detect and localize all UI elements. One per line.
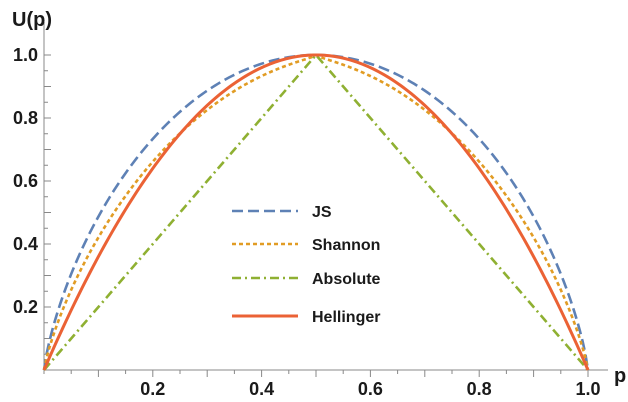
y-tick-label: 1.0 <box>13 45 38 65</box>
legend-label-hellinger: Hellinger <box>312 309 380 326</box>
series-line-hellinger <box>42 53 590 371</box>
x-tick-label: 0.4 <box>249 379 274 399</box>
series-line-js <box>42 53 590 371</box>
y-axis-title: U(p) <box>12 9 52 31</box>
y-tick-label: 0.4 <box>13 234 38 254</box>
x-tick-label: 1.0 <box>575 379 600 399</box>
legend-label-absolute: Absolute <box>312 271 381 288</box>
legend-label-shannon: Shannon <box>312 237 380 254</box>
legend: JS Shannon Absolute Hellinger <box>232 204 381 326</box>
series-line-absolute <box>43 53 589 371</box>
plot-lines <box>42 53 590 371</box>
legend-label-js: JS <box>312 204 332 221</box>
x-tick-label: 0.6 <box>358 379 383 399</box>
y-tick-label: 0.6 <box>13 171 38 191</box>
y-tick-label: 0.2 <box>13 297 38 317</box>
x-tick-label: 0.2 <box>140 379 165 399</box>
x-tick-label: 0.8 <box>467 379 492 399</box>
x-axis-title: p <box>614 365 626 387</box>
y-tick-label: 0.8 <box>13 108 38 128</box>
